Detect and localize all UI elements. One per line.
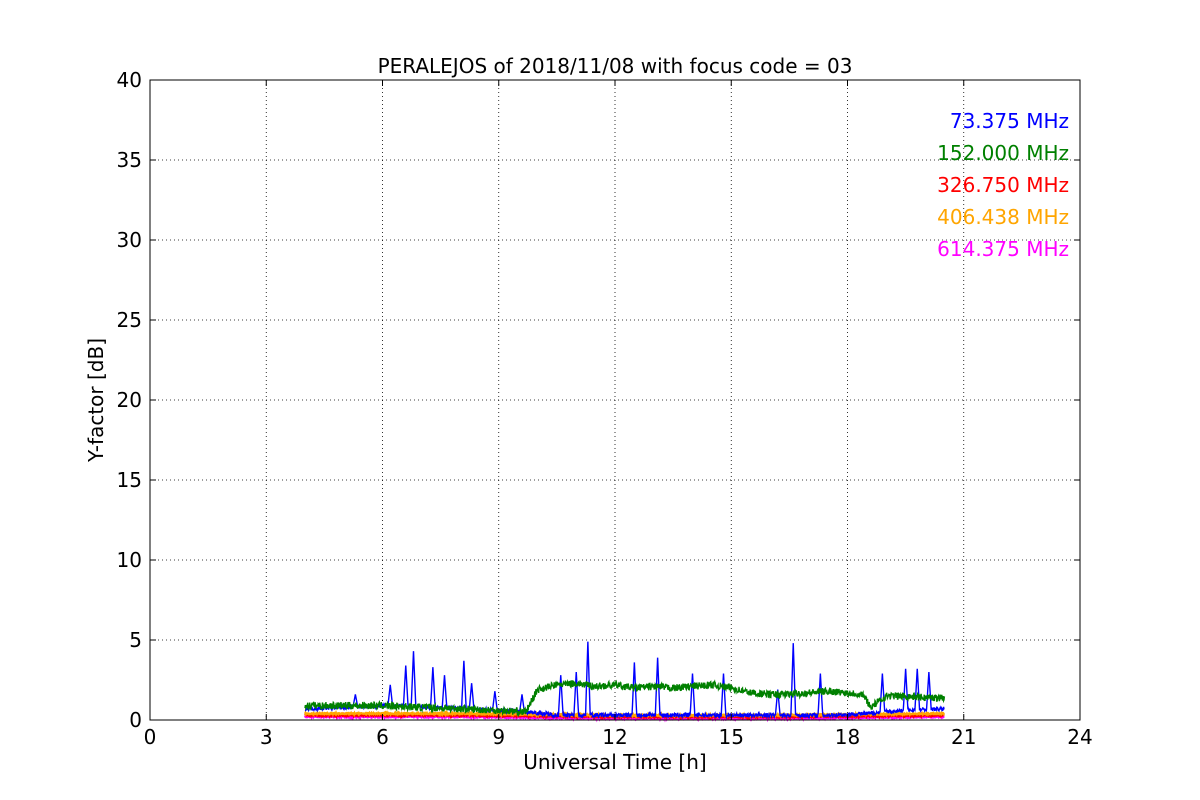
y-tick-label: 5: [129, 628, 142, 652]
y-tick-label: 10: [117, 548, 142, 572]
y-tick-label: 0: [129, 708, 142, 732]
x-tick-label: 24: [1067, 725, 1092, 749]
y-tick-label: 25: [117, 308, 142, 332]
x-tick-label: 15: [719, 725, 744, 749]
tick-layer: 0 3 6 9 12 15 18 21 24 0 5 10 15 20 25 30 35 40: [117, 68, 1093, 749]
x-tick-label: 6: [376, 725, 389, 749]
series-layer: [303, 641, 946, 723]
chart-title: PERALEJOS of 2018/11/08 with focus code …: [378, 54, 853, 78]
legend-entry: 73.375 MHz: [950, 109, 1069, 133]
legend: 73.375 MHz 152.000 MHz 326.750 MHz 406.438 …: [937, 109, 1069, 261]
y-axis-label: Y-factor [dB]: [84, 338, 108, 463]
x-tick-label: 21: [951, 725, 976, 749]
legend-entry: 406.438 MHz: [937, 205, 1069, 229]
legend-entry: 152.000 MHz: [937, 141, 1069, 165]
x-tick-label: 12: [602, 725, 627, 749]
series-line-2: [304, 678, 946, 718]
x-axis-label: Universal Time [h]: [523, 750, 706, 774]
series-line-1: [304, 641, 945, 720]
x-tick-label: 9: [492, 725, 505, 749]
x-tick-label: 18: [835, 725, 860, 749]
y-tick-label: 35: [117, 148, 142, 172]
x-tick-label: 0: [144, 725, 157, 749]
x-tick-label: 3: [260, 725, 273, 749]
y-tick-label: 20: [117, 388, 142, 412]
legend-entry: 326.750 MHz: [937, 173, 1069, 197]
y-tick-label: 15: [117, 468, 142, 492]
legend-entry: 614.375 MHz: [937, 237, 1069, 261]
y-tick-label: 40: [117, 68, 142, 92]
y-tick-label: 30: [117, 228, 142, 252]
